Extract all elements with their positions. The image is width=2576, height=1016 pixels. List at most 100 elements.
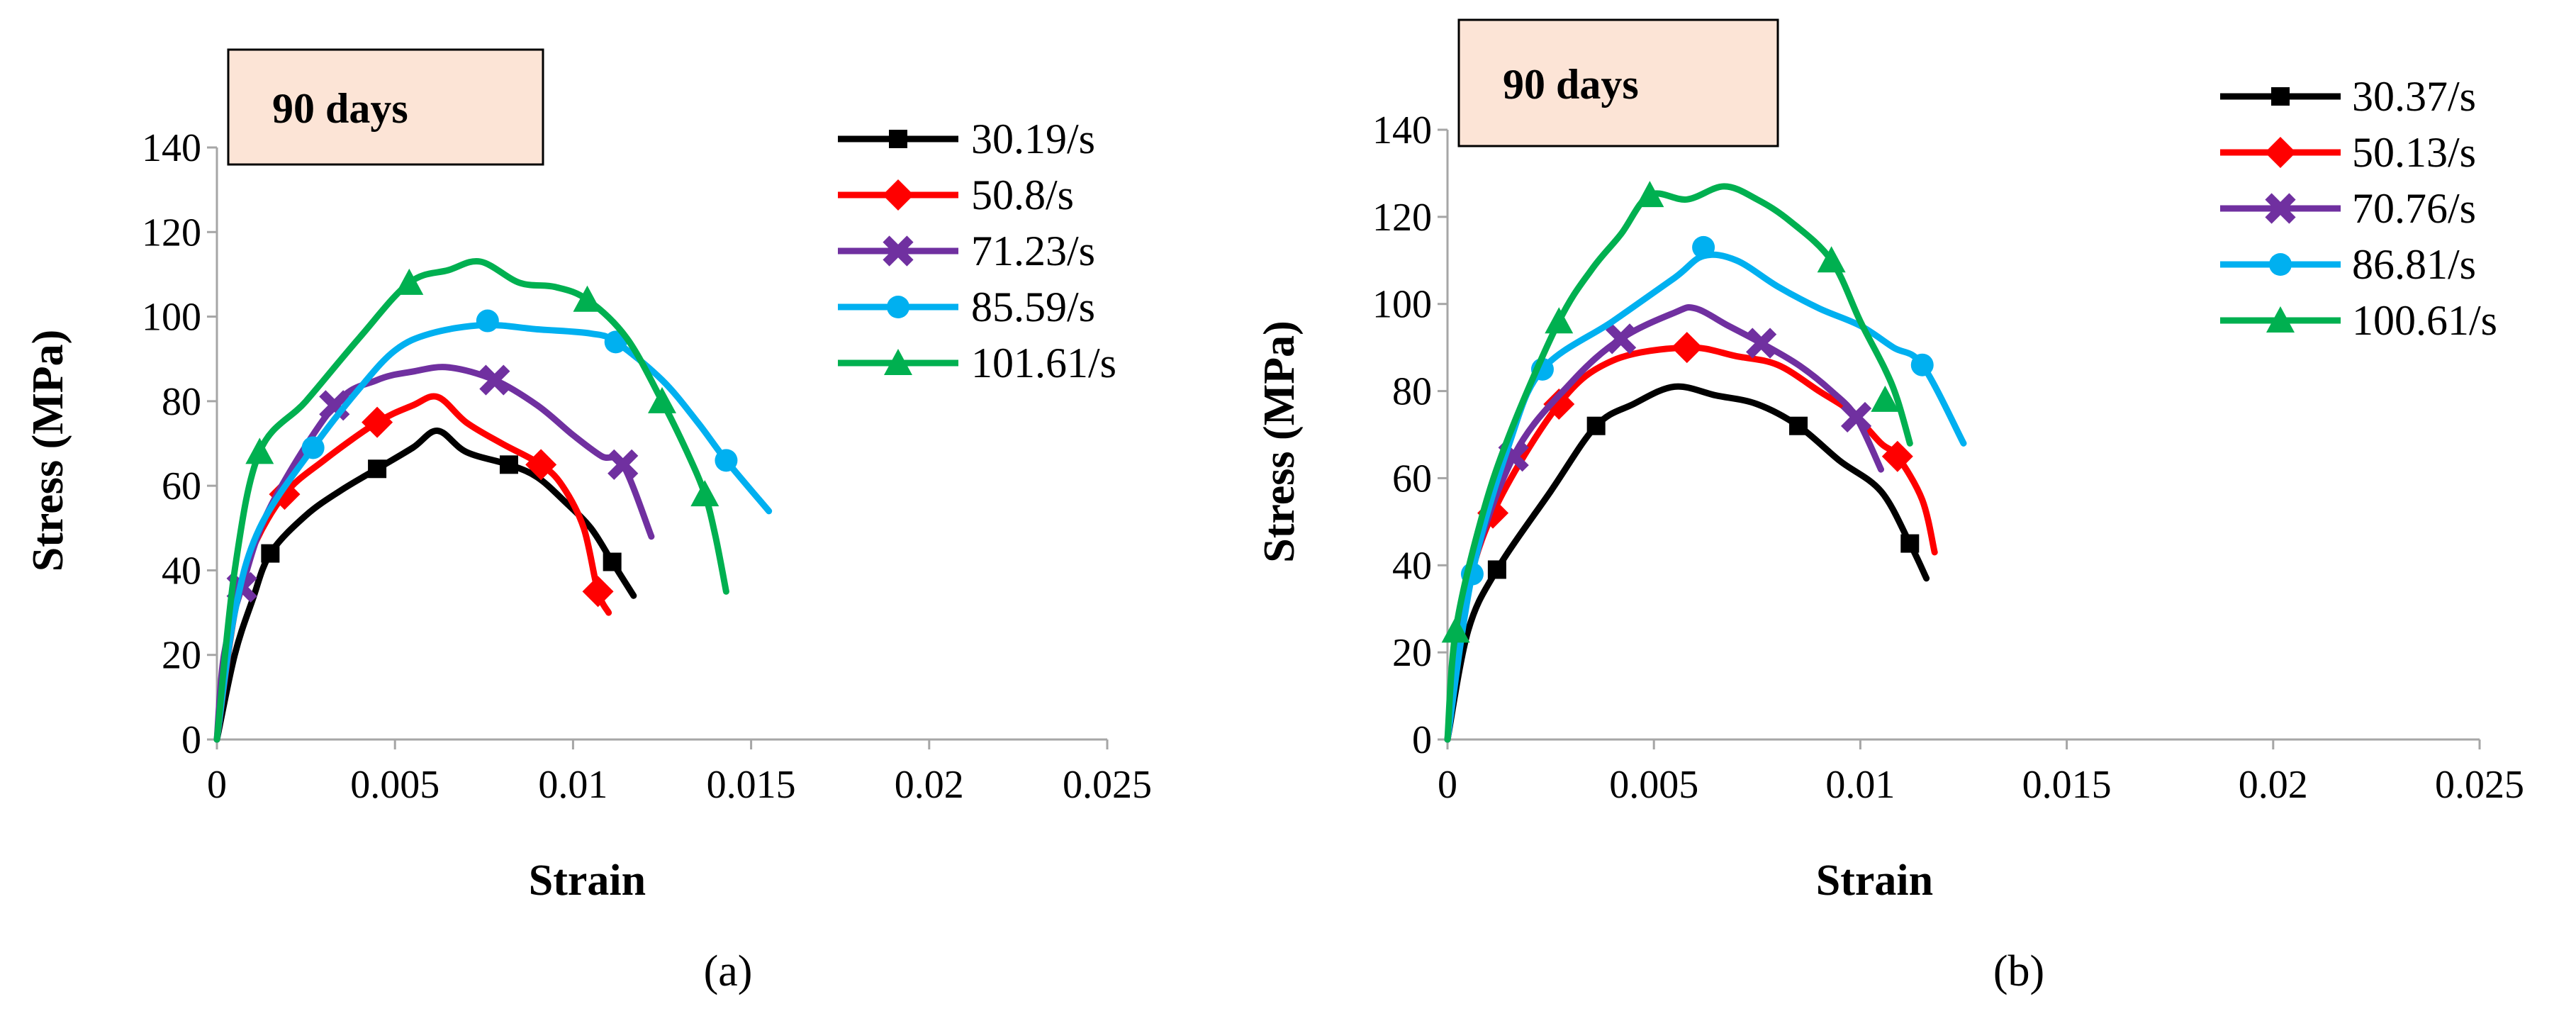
legend-label: 101.61/s bbox=[971, 340, 1116, 386]
series-30.19/s bbox=[213, 428, 637, 743]
x-axis-title: Strain bbox=[1816, 856, 1933, 905]
data-point-marker bbox=[1746, 328, 1777, 359]
legend-entry: 101.61/s bbox=[838, 340, 1116, 386]
data-point-marker bbox=[607, 449, 639, 480]
y-tick-label: 100 bbox=[1372, 283, 1432, 327]
annotation-label: 90 days bbox=[272, 85, 408, 132]
x-tick-label: 0.01 bbox=[1825, 763, 1895, 807]
data-point-marker bbox=[1871, 385, 1900, 412]
y-tick-label: 120 bbox=[1372, 196, 1432, 240]
data-point-marker bbox=[499, 455, 518, 474]
legend-entry: 50.13/s bbox=[2220, 129, 2476, 176]
legend-label: 100.61/s bbox=[2352, 297, 2497, 344]
series-101.61/s bbox=[213, 257, 729, 743]
data-point-marker bbox=[1635, 181, 1664, 208]
data-point-marker bbox=[1900, 534, 1920, 553]
data-point-marker bbox=[1441, 616, 1470, 643]
data-point-marker bbox=[1606, 323, 1637, 355]
legend-entry: 85.59/s bbox=[838, 284, 1095, 330]
series-100.61/s bbox=[1441, 181, 1913, 743]
data-point-marker bbox=[1545, 307, 1574, 334]
y-tick-label: 80 bbox=[162, 380, 201, 424]
data-point-marker bbox=[245, 437, 274, 464]
legend-marker bbox=[887, 296, 909, 318]
series-line bbox=[213, 321, 773, 743]
x-tick-label: 0.02 bbox=[895, 763, 964, 807]
data-point-marker bbox=[261, 544, 280, 563]
panel-caption: (b) bbox=[1993, 947, 2044, 995]
y-tick-label: 40 bbox=[162, 549, 201, 593]
y-tick-label: 80 bbox=[1392, 370, 1432, 414]
x-tick-label: 0.02 bbox=[2239, 763, 2308, 807]
x-tick-label: 0 bbox=[1438, 763, 1457, 807]
legend-entry: 70.76/s bbox=[2220, 185, 2476, 232]
y-tick-label: 20 bbox=[1392, 631, 1432, 675]
data-point-marker bbox=[1789, 416, 1808, 435]
data-point-marker bbox=[715, 449, 738, 472]
data-point-marker bbox=[1487, 560, 1506, 579]
data-point-marker bbox=[603, 552, 622, 571]
x-tick-label: 0.01 bbox=[538, 763, 607, 807]
legend-marker bbox=[883, 179, 914, 211]
series-30.37/s bbox=[1444, 383, 1930, 743]
data-point-marker bbox=[1910, 353, 1934, 376]
data-point-marker bbox=[648, 386, 676, 413]
data-point-marker bbox=[1881, 440, 1913, 472]
legend-label: 50.13/s bbox=[2352, 129, 2476, 176]
x-axis-title: Strain bbox=[529, 856, 646, 905]
x-tick-label: 0.025 bbox=[1063, 763, 1152, 807]
y-tick-label: 20 bbox=[162, 634, 201, 678]
legend-marker bbox=[2271, 87, 2290, 106]
x-tick-label: 0 bbox=[207, 763, 227, 807]
x-tick-label: 0.025 bbox=[2435, 763, 2524, 807]
x-tick-label: 0.005 bbox=[1609, 763, 1698, 807]
legend-entry: 50.8/s bbox=[838, 172, 1074, 218]
y-tick-label: 120 bbox=[142, 211, 201, 255]
data-point-marker bbox=[362, 406, 393, 438]
series-line bbox=[1444, 251, 1967, 743]
legend-entry: 71.23/s bbox=[838, 228, 1095, 274]
data-point-marker bbox=[1586, 416, 1606, 435]
data-point-marker bbox=[1543, 389, 1575, 420]
legend-marker bbox=[2269, 253, 2292, 276]
data-point-marker bbox=[1671, 332, 1703, 364]
annotation-box bbox=[227, 48, 544, 166]
y-tick-label: 100 bbox=[142, 296, 201, 340]
annotation-label: 90 days bbox=[1503, 61, 1639, 108]
annotation-box bbox=[1457, 18, 1779, 147]
data-point-marker bbox=[582, 576, 614, 608]
y-tick-label: 140 bbox=[142, 126, 201, 170]
data-point-marker bbox=[479, 364, 510, 396]
y-tick-label: 60 bbox=[162, 464, 201, 508]
series-line bbox=[1444, 304, 1884, 743]
legend-label: 30.19/s bbox=[971, 116, 1095, 162]
y-tick-label: 140 bbox=[1372, 108, 1432, 152]
legend-marker bbox=[2265, 137, 2296, 168]
y-tick-label: 0 bbox=[1412, 718, 1432, 762]
legend-marker bbox=[884, 349, 912, 375]
data-point-marker bbox=[395, 268, 424, 295]
legend-label: 85.59/s bbox=[971, 284, 1095, 330]
data-point-marker bbox=[573, 285, 602, 312]
y-axis-title: Stress (MPa) bbox=[1255, 320, 1304, 562]
y-tick-label: 40 bbox=[1392, 544, 1432, 588]
legend-label: 70.76/s bbox=[2352, 185, 2476, 232]
data-point-marker bbox=[1692, 235, 1715, 259]
legend-label: 71.23/s bbox=[971, 228, 1095, 274]
data-point-marker bbox=[301, 436, 325, 459]
data-point-marker bbox=[1840, 401, 1872, 433]
legend-entry: 30.19/s bbox=[838, 116, 1095, 162]
x-tick-label: 0.015 bbox=[707, 763, 796, 807]
legend-entry: 30.37/s bbox=[2220, 73, 2476, 120]
panel-caption: (a) bbox=[704, 947, 753, 995]
data-point-marker bbox=[476, 309, 499, 333]
legend-label: 86.81/s bbox=[2352, 241, 2476, 288]
x-tick-label: 0.005 bbox=[350, 763, 439, 807]
chart-panel-b: 90 days 0 20 40 60 80 100 120 140 0 0.005 0.01 0.015… bbox=[1255, 18, 2524, 995]
legend-marker bbox=[883, 235, 914, 267]
data-point-marker bbox=[690, 480, 719, 507]
legend-label: 50.8/s bbox=[971, 172, 1074, 218]
y-tick-label: 0 bbox=[181, 718, 201, 762]
legend-marker bbox=[2265, 193, 2296, 224]
